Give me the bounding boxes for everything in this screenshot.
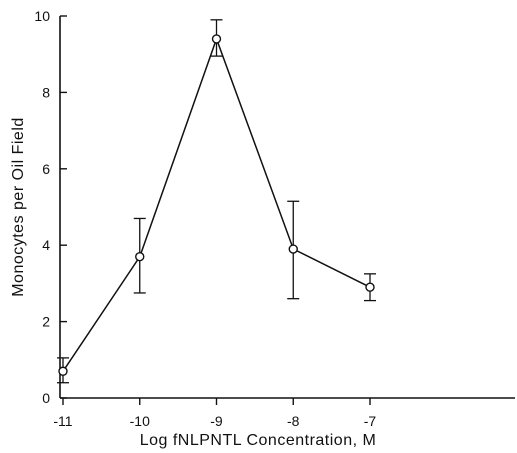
data-point: [58, 366, 68, 376]
y-tick-label: 0: [42, 390, 50, 406]
data-point: [135, 251, 145, 262]
x-axis-title: Log fNLPNTL Concentration, M: [140, 432, 377, 449]
x-tick-label: -8: [287, 413, 300, 429]
y-axis-title: Monocytes per Oil Field: [10, 117, 27, 297]
x-axis-ticks: -11 -10 -9 -8 -7: [53, 398, 376, 429]
data-point: [211, 34, 222, 44]
y-tick-label: 8: [42, 84, 50, 100]
y-axis-ticks: 0 2 4 6 8 10: [34, 8, 67, 406]
x-tick-label: -11: [53, 413, 72, 429]
series-line: [62, 36, 371, 372]
data-point: [288, 244, 298, 254]
y-tick-label: 6: [42, 161, 50, 177]
x-tick-label: -7: [364, 413, 377, 429]
x-tick-label: -9: [210, 413, 223, 429]
y-tick-label: 4: [42, 237, 50, 253]
data-point: [365, 282, 375, 292]
y-tick-label: 2: [42, 314, 50, 330]
series-layer: [57, 19, 376, 384]
axes: [59, 16, 515, 399]
x-tick-label: -10: [130, 413, 150, 429]
y-tick-label: 10: [34, 8, 50, 24]
